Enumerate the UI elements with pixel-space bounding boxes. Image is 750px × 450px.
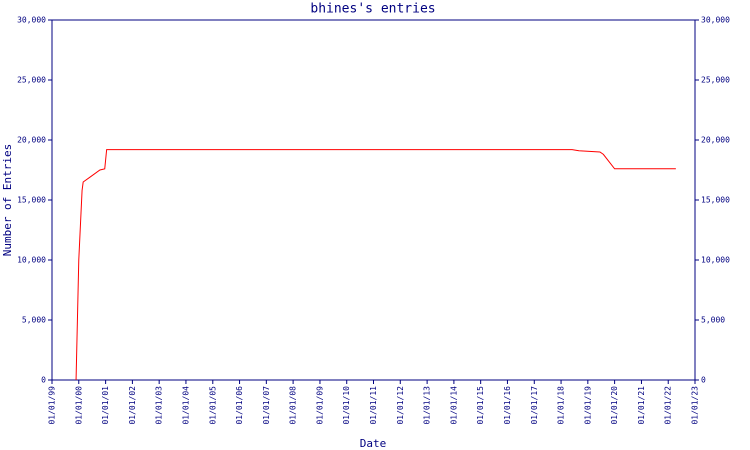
y2-tick-label: 15,000 <box>701 196 730 205</box>
x-tick-label: 01/01/06 <box>235 386 244 425</box>
x-tick-label: 01/01/02 <box>128 386 137 425</box>
x-tick-label: 01/01/22 <box>664 386 673 425</box>
y-tick-label: 0 <box>41 376 46 385</box>
x-tick-label: 01/01/15 <box>476 386 485 425</box>
x-tick-label: 01/01/23 <box>691 386 700 425</box>
x-tick-label: 01/01/03 <box>155 386 164 425</box>
y2-tick-label: 25,000 <box>701 76 730 85</box>
x-tick-label: 01/01/00 <box>74 386 83 425</box>
x-tick-label: 01/01/11 <box>369 386 378 425</box>
x-tick-label: 01/01/07 <box>262 386 271 425</box>
y2-tick-label: 30,000 <box>701 16 730 25</box>
x-tick-label: 01/01/09 <box>315 386 324 425</box>
y-tick-label: 5,000 <box>22 316 46 325</box>
y-tick-label: 25,000 <box>17 76 46 85</box>
x-tick-label: 01/01/21 <box>637 386 646 425</box>
x-tick-label: 01/01/99 <box>48 386 57 425</box>
chart-title: bhines's entries <box>310 2 435 17</box>
plot-frame <box>51 19 696 381</box>
y2-tick-label: 5,000 <box>701 316 725 325</box>
x-tick-label: 01/01/14 <box>449 386 458 425</box>
x-tick-label: 01/01/16 <box>503 386 512 425</box>
y-tick-label: 10,000 <box>17 256 46 265</box>
x-tick-label: 01/01/05 <box>208 386 217 425</box>
x-tick-label: 01/01/01 <box>101 386 110 425</box>
y-tick-label: 15,000 <box>17 196 46 205</box>
y-tick-label: 30,000 <box>17 16 46 25</box>
data-line <box>75 149 676 381</box>
x-tick-label: 01/01/08 <box>289 386 298 425</box>
x-axis-label: Date <box>360 437 387 450</box>
y-axis-label: Number of Entries <box>1 144 14 257</box>
y2-tick-label: 10,000 <box>701 256 730 265</box>
x-tick-label: 01/01/04 <box>181 386 190 425</box>
x-tick-label: 01/01/13 <box>423 386 432 425</box>
y2-tick-label: 0 <box>701 376 706 385</box>
x-tick-label: 01/01/18 <box>557 386 566 425</box>
x-tick-label: 01/01/20 <box>610 386 619 425</box>
y2-tick-label: 20,000 <box>701 136 730 145</box>
y-tick-label: 20,000 <box>17 136 46 145</box>
x-tick-label: 01/01/17 <box>530 386 539 425</box>
x-tick-label: 01/01/10 <box>342 386 351 425</box>
x-tick-label: 01/01/12 <box>396 386 405 425</box>
x-tick-label: 01/01/19 <box>583 386 592 425</box>
